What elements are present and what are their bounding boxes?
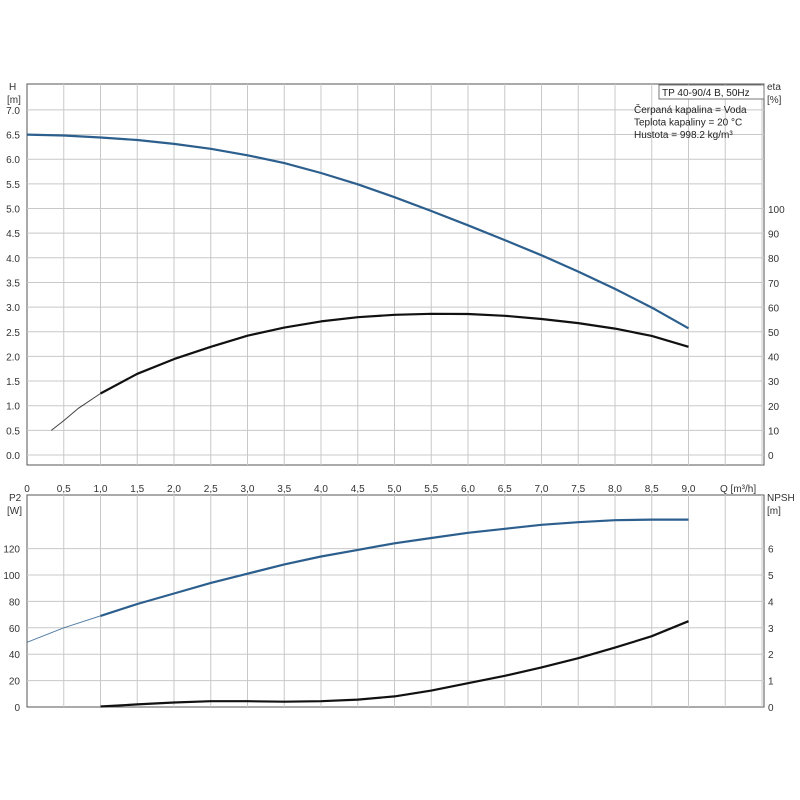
y-right-axis-label: eta: [767, 82, 781, 93]
y-right-tick-label: 90: [768, 230, 780, 241]
top-series-1-line: [26, 133, 690, 330]
x-tick-label: 2,0: [167, 484, 181, 495]
y-right-axis-label: NPSH: [767, 493, 795, 504]
y-left-tick-label: 120: [3, 545, 20, 556]
y-right-tick-label: 5: [768, 571, 774, 582]
y-left-tick-label: 60: [9, 624, 21, 635]
y-right-tick-label: 4: [768, 597, 774, 608]
x-tick-label: 1,0: [94, 484, 108, 495]
top-plot-frame: [26, 83, 765, 466]
bottom-panel: 0 20 40 60 80 100 120 0 1 2 3 4 5 6 P2 [W] NPSH [m]: [3, 493, 794, 714]
top-series-2-line-extrapolated: [50, 393, 101, 431]
chart-title-box: [658, 84, 765, 100]
y-left-tick-label: 40: [9, 650, 21, 661]
y-left-tick-label: 5.0: [6, 205, 20, 216]
y-right-tick-label: 20: [768, 402, 780, 413]
x-tick-label: 5,5: [424, 484, 438, 495]
y-right-tick-label: 30: [768, 377, 780, 388]
y-left-tick-label: 6.5: [6, 131, 20, 142]
fluid-info-line: Čerpaná kapalina = Voda: [634, 103, 747, 116]
chart-title: TP 40-90/4 B, 50Hz: [662, 88, 750, 99]
y-left-axis-unit: [W]: [7, 506, 22, 517]
y-right-tick-label: 2: [768, 650, 774, 661]
x-axis-label: Q [m³/h]: [720, 484, 756, 495]
y-left-tick-label: 0.0: [6, 451, 20, 462]
x-tick-label: 7,5: [571, 484, 585, 495]
x-tick-label: 5,0: [388, 484, 402, 495]
x-tick-label: 6,0: [461, 484, 475, 495]
x-tick-label: 1,5: [130, 484, 144, 495]
y-left-tick-label: 1.0: [6, 402, 20, 413]
y-left-tick-label: 1.5: [6, 377, 20, 388]
x-tick-label: 4,5: [351, 484, 365, 495]
y-left-tick-label: 3.0: [6, 303, 20, 314]
bottom-series-1-line-extrapolated: [26, 615, 101, 643]
top-panel: 0.0 0.5 1.0 1.5 2.0 2.5 3.0 3.5 4.0 4.5 5.0 5.5 6.0 6…: [6, 82, 785, 495]
y-left-tick-label: 5.5: [6, 180, 20, 191]
y-left-tick-label: 7.0: [6, 106, 20, 117]
top-series-2-line: [99, 312, 689, 395]
y-right-axis-unit: [%]: [767, 95, 782, 106]
y-right-tick-label: 6: [768, 545, 774, 556]
x-tick-label: 3,0: [241, 484, 255, 495]
x-tick-label: 9,0: [682, 484, 696, 495]
x-tick-label: 3,5: [277, 484, 291, 495]
y-left-tick-label: 2.0: [6, 352, 20, 363]
x-tick-label: 4,0: [314, 484, 328, 495]
y-right-tick-label: 80: [768, 254, 780, 265]
y-left-tick-label: 3.5: [6, 278, 20, 289]
y-left-tick-label: 0: [14, 703, 20, 714]
y-right-tick-label: 60: [768, 303, 780, 314]
bottom-series-1-line: [100, 518, 689, 617]
fluid-info-line: Hustota = 998.2 kg/m³: [634, 130, 733, 141]
y-left-axis-label: P2: [9, 493, 22, 504]
y-right-tick-label: 50: [768, 328, 780, 339]
y-left-axis-label: H: [9, 82, 16, 93]
y-left-tick-label: 20: [9, 677, 21, 688]
x-tick-label: 2,5: [204, 484, 218, 495]
y-left-tick-label: 4.5: [6, 229, 20, 240]
y-right-tick-label: 40: [768, 353, 780, 364]
x-tick-label: 0: [24, 484, 30, 495]
y-right-tick-label: 10: [768, 426, 780, 437]
y-right-axis-unit: [m]: [767, 506, 781, 517]
x-tick-label: 6,5: [498, 484, 512, 495]
y-left-tick-label: 100: [3, 571, 20, 582]
y-right-tick-label: 70: [768, 279, 780, 290]
y-right-tick-label: 0: [768, 451, 774, 462]
y-right-tick-label: 1: [768, 677, 774, 688]
y-left-tick-label: 6.0: [6, 155, 20, 166]
bottom-series-2-line: [100, 620, 689, 708]
y-right-tick-label: 0: [768, 703, 774, 714]
x-tick-label: 8,0: [608, 484, 622, 495]
y-right-tick-label: 3: [768, 624, 774, 635]
y-left-tick-label: 0.5: [6, 426, 20, 437]
y-left-tick-label: 4.0: [6, 254, 20, 265]
y-left-tick-label: 2.5: [6, 328, 20, 339]
x-tick-label: 8,5: [645, 484, 659, 495]
fluid-info-line: Teplota kapaliny = 20 °C: [634, 118, 742, 129]
y-left-axis-unit: [m]: [7, 95, 21, 106]
y-right-tick-label: 100: [768, 205, 785, 216]
x-tick-label: 7,0: [535, 484, 549, 495]
y-left-tick-label: 80: [9, 597, 21, 608]
x-tick-label: 0,5: [57, 484, 71, 495]
